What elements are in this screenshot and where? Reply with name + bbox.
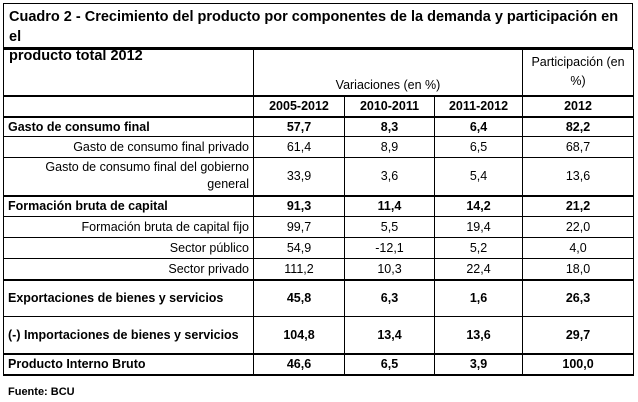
table-row: Exportaciones de bienes y servicios 45,8… <box>3 278 635 317</box>
row-value: 46,6 <box>253 352 345 376</box>
header-row-2: 2005-2012 2010-2011 2011-2012 2012 <box>3 94 635 118</box>
table-row: Sector público 54,9 -12,1 5,2 4,0 <box>3 237 635 259</box>
row-label: Formación bruta de capital <box>3 194 254 217</box>
row-value: 29,7 <box>522 316 635 354</box>
row-value: 6,5 <box>433 136 524 158</box>
row-label: (-) Importaciones de bienes y servicios <box>3 316 254 354</box>
row-value: 22,4 <box>433 258 524 280</box>
row-value: 82,2 <box>522 116 635 137</box>
row-value: 8,3 <box>344 116 435 137</box>
table-row: Producto Interno Bruto 46,6 6,5 3,9 100,… <box>3 352 635 376</box>
row-value: 3,6 <box>344 157 435 196</box>
row-value: 13,4 <box>344 316 435 354</box>
header-empty-cell <box>3 49 254 96</box>
row-label: Gasto de consumo final del gobierno gene… <box>3 157 254 196</box>
table-row: Formación bruta de capital 91,3 11,4 14,… <box>3 194 635 217</box>
header-year: 2012 <box>522 94 635 118</box>
table-row: Gasto de consumo final 57,7 8,3 6,4 82,2 <box>3 116 635 137</box>
header-year: 2005-2012 <box>253 94 345 118</box>
header-years-empty <box>3 94 254 118</box>
row-value: 22,0 <box>522 216 635 238</box>
row-value: 100,0 <box>522 352 635 376</box>
row-value: 111,2 <box>253 258 345 280</box>
row-value: 18,0 <box>522 258 635 280</box>
table-row: (-) Importaciones de bienes y servicios … <box>3 316 635 354</box>
row-value: 6,4 <box>433 116 524 137</box>
row-value: 61,4 <box>253 136 345 158</box>
row-value: 19,4 <box>433 216 524 238</box>
row-value: 5,4 <box>433 157 524 196</box>
row-label: Gasto de consumo final privado <box>3 136 254 158</box>
row-label: Gasto de consumo final <box>3 116 254 137</box>
row-value: 6,3 <box>344 278 435 317</box>
row-value: 104,8 <box>253 316 345 354</box>
row-value: 33,9 <box>253 157 345 196</box>
row-value: 5,5 <box>344 216 435 238</box>
data-table: Variaciones (en %) Participación (en %) … <box>3 49 635 376</box>
row-value: 26,3 <box>522 278 635 317</box>
row-value: 5,2 <box>433 237 524 259</box>
row-value: 45,8 <box>253 278 345 317</box>
row-value: 21,2 <box>522 194 635 217</box>
table-row: Sector privado 111,2 10,3 22,4 18,0 <box>3 258 635 280</box>
row-value: 91,3 <box>253 194 345 217</box>
header-row-1: Variaciones (en %) Participación (en %) <box>3 49 635 96</box>
row-label: Exportaciones de bienes y servicios <box>3 278 254 317</box>
table-row: Gasto de consumo final del gobierno gene… <box>3 157 635 196</box>
row-value: 11,4 <box>344 194 435 217</box>
row-value: 14,2 <box>433 194 524 217</box>
header-year: 2010-2011 <box>344 94 435 118</box>
row-value: 57,7 <box>253 116 345 137</box>
table-title-line-1: Cuadro 2 - Crecimiento del producto por … <box>9 9 619 45</box>
row-value: 13,6 <box>522 157 635 196</box>
row-value: 99,7 <box>253 216 345 238</box>
row-value: 8,9 <box>344 136 435 158</box>
row-value: 54,9 <box>253 237 345 259</box>
row-value: 1,6 <box>433 278 524 317</box>
row-value: 3,9 <box>433 352 524 376</box>
row-label: Sector público <box>3 237 254 259</box>
row-label: Sector privado <box>3 258 254 280</box>
row-value: 4,0 <box>522 237 635 259</box>
header-participacion: Participación (en %) <box>522 49 635 96</box>
table-row: Formación bruta de capital fijo 99,7 5,5… <box>3 216 635 238</box>
source-note: Fuente: BCU <box>8 386 75 398</box>
row-label: Formación bruta de capital fijo <box>3 216 254 238</box>
table-row: Gasto de consumo final privado 61,4 8,9 … <box>3 136 635 158</box>
row-value: 68,7 <box>522 136 635 158</box>
header-year: 2011-2012 <box>433 94 524 118</box>
row-label: Producto Interno Bruto <box>3 352 254 376</box>
row-value: 10,3 <box>344 258 435 280</box>
row-value: -12,1 <box>344 237 435 259</box>
row-value: 6,5 <box>344 352 435 376</box>
header-variaciones: Variaciones (en %) <box>252 49 524 96</box>
table-title: Cuadro 2 - Crecimiento del producto por … <box>3 3 633 64</box>
row-value: 13,6 <box>433 316 524 354</box>
